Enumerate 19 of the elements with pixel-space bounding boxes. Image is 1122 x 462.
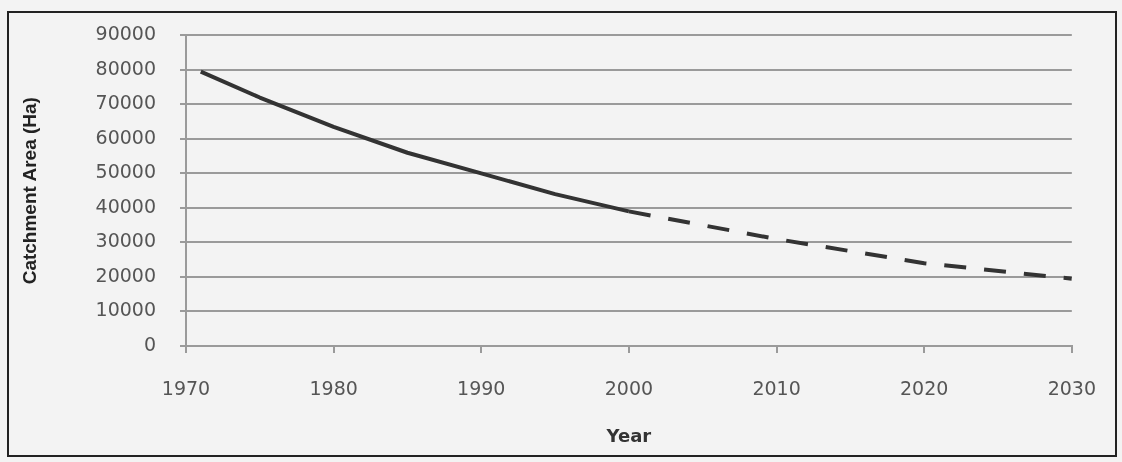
y-tick-label: 70000 [95,91,156,114]
x-tick-label: 1980 [309,377,358,400]
x-tick-label: 2020 [900,377,949,400]
x-tick-label: 2030 [1047,377,1096,400]
y-tick-label: 50000 [95,160,156,183]
y-tick-label: 40000 [95,194,156,217]
x-tick-label: 1970 [161,377,211,400]
y-tick-label: 80000 [95,56,156,79]
y-tick-label: 30000 [95,229,156,252]
y-tick-label: 20000 [95,263,156,286]
y-tick-label: 90000 [95,22,156,45]
y-tick-label: 0 [143,332,156,355]
x-tick-label: 2000 [604,377,654,400]
y-tick-label: 10000 [95,298,156,321]
y-tick-label: 60000 [95,125,156,148]
x-tick-label: 2010 [752,377,801,400]
y-axis-title: Catchment Area (Ha) [18,97,40,285]
x-axis-title: Year [605,424,652,446]
x-tick-label: 1990 [457,377,506,400]
